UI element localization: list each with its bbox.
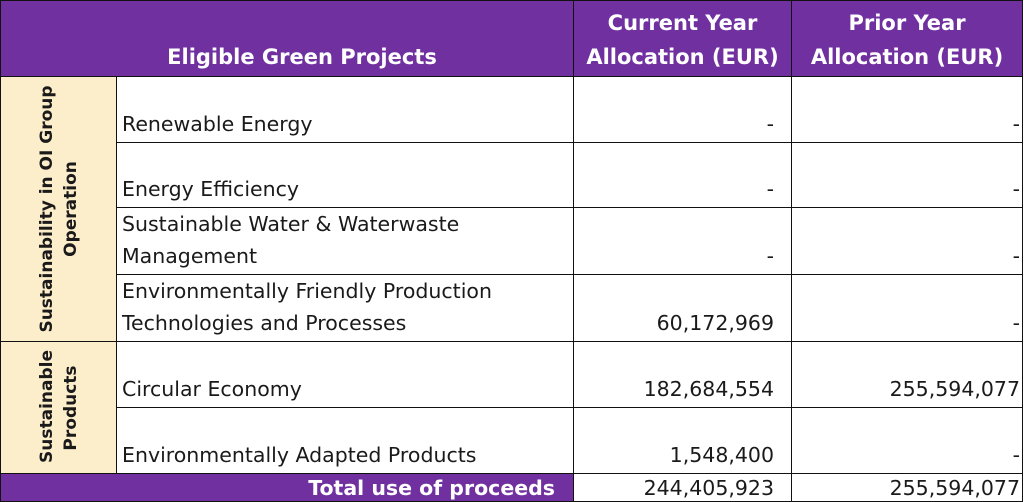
prior-year-value: - (791, 274, 1024, 342)
table-row: Environmentally Adapted Products 1,548,4… (1, 407, 1024, 474)
prior-year-value: - (791, 407, 1024, 474)
project-name: Sustainable Water & Waterwaste Managemen… (115, 207, 575, 275)
table-row: Sustainability in OI Group Operation Ren… (0, 76, 1024, 342)
current-year-value: 60,172,969 (573, 274, 793, 342)
current-year-value: - (573, 76, 793, 143)
project-name: Environmentally Adapted Products (115, 407, 575, 474)
project-name: Energy Efficiency (115, 142, 575, 208)
prior-year-value: 255,594,077 (791, 341, 1024, 408)
prior-year-value: - (791, 142, 1024, 208)
prior-year-value: - (791, 76, 1024, 143)
header-row: Eligible Green Projects Current Year All… (0, 0, 1024, 77)
group-label-operations-text: Sustainability in OI Group Operation (36, 85, 81, 333)
current-year-value: - (573, 142, 793, 208)
group-label-operations: Sustainability in OI Group Operation (0, 76, 117, 342)
project-name: Environmentally Friendly Production Tech… (115, 274, 575, 342)
current-year-value: 182,684,554 (573, 341, 793, 408)
current-year-value: - (573, 207, 793, 275)
total-current-year: 244,405,923 (573, 473, 793, 502)
total-label: Total use of proceeds (0, 473, 575, 502)
total-prior-year: 255,594,077 (791, 473, 1024, 502)
group-label-products: Sustainable Products (0, 341, 117, 474)
prior-year-value: - (791, 207, 1024, 275)
project-name: Circular Economy (115, 341, 575, 408)
group-label-products-text: Sustainable Products (36, 349, 81, 463)
total-row: Total use of proceeds 244,405,923 255,59… (0, 473, 1024, 502)
header-prior-year: Prior Year Allocation (EUR) (791, 0, 1024, 77)
project-name: Renewable Energy (115, 76, 575, 143)
header-current-year: Current Year Allocation (EUR) (573, 0, 793, 77)
header-projects: Eligible Green Projects (0, 0, 575, 77)
table-row: Environmentally Friendly Production Tech… (1, 274, 1024, 342)
table-row: Sustainable Products Circular Economy 18… (0, 341, 1024, 474)
current-year-value: 1,548,400 (573, 407, 793, 474)
table-row: Sustainable Water & Waterwaste Managemen… (1, 207, 1024, 275)
table-row: Energy Efficiency - - (1, 142, 1024, 208)
